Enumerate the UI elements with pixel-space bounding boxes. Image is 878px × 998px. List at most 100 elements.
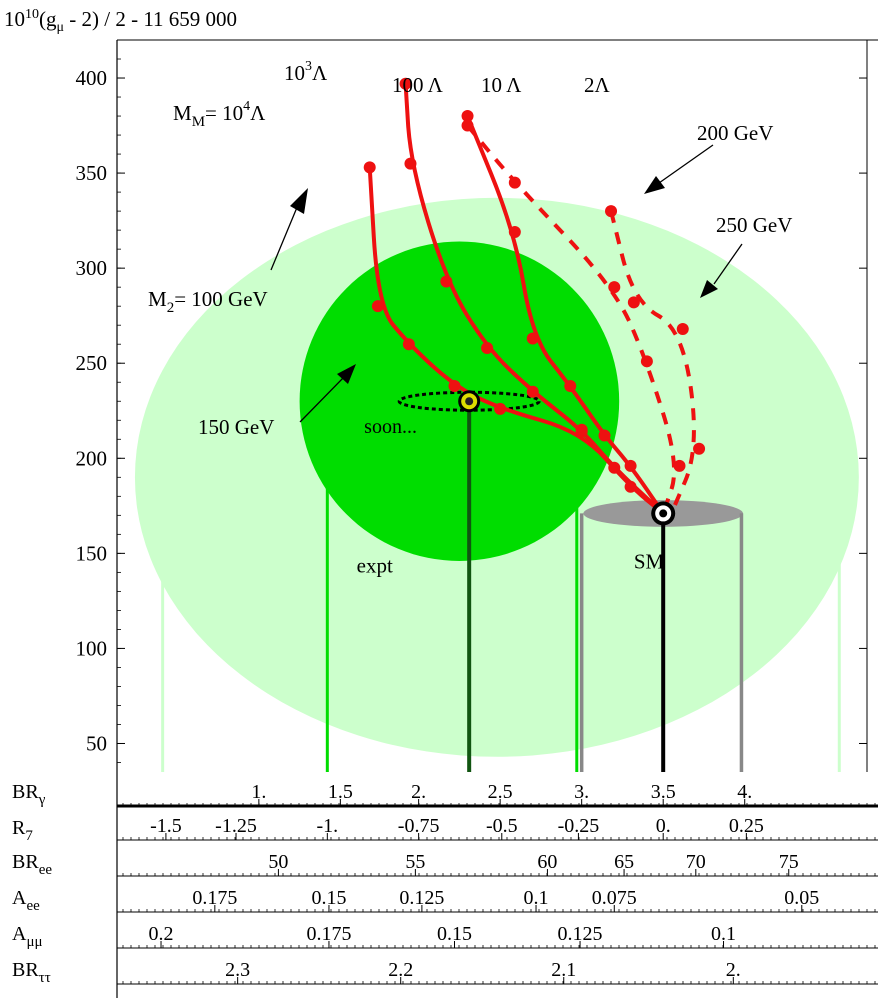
ytick-label-200: 200 — [76, 446, 108, 470]
scale-2-label-5: 75 — [779, 851, 799, 873]
expt-point-dot — [465, 397, 474, 406]
scale-3-label-2: 0.125 — [399, 887, 444, 909]
series-0-point-6 — [624, 480, 637, 493]
series-1-point-6 — [608, 461, 621, 474]
scale-label-0: BRγ — [12, 781, 46, 808]
series-0-point-4 — [494, 402, 507, 415]
scale-1-label-5: -0.25 — [558, 815, 600, 837]
scale-3-label-5: 0.05 — [784, 887, 819, 909]
y-axis: 50 100 150 200 250 300 350 400 — [76, 39, 867, 763]
series-1-point-1 — [404, 157, 417, 170]
series-2-point-0 — [461, 110, 474, 123]
ytick-label-250: 250 — [76, 351, 108, 375]
series-1-point-2 — [440, 275, 453, 288]
scale-0-label-4: 3. — [574, 781, 589, 803]
arrow-100gev — [270, 204, 299, 271]
series-3-point-4 — [673, 459, 686, 472]
label-1000-lambda: 103Λ — [284, 59, 328, 85]
scale-4-label-3: 0.125 — [558, 923, 603, 945]
scale-4-label-4: 0.1 — [711, 923, 736, 945]
label-200gev: 200 GeV — [697, 121, 773, 145]
scale-1-label-4: -0.5 — [486, 815, 518, 837]
series-2-point-4 — [598, 429, 611, 442]
scale-4-label-0: 0.2 — [149, 923, 174, 945]
scale-0-label-0: 1. — [251, 781, 266, 803]
plot-area: soon... expt SM — [134, 77, 859, 772]
arrow-250gev — [713, 243, 743, 285]
series-3-point-0 — [461, 119, 474, 132]
series-2-point-5 — [624, 459, 637, 472]
scale-0-label-6: 4. — [737, 781, 752, 803]
series-4-point-1 — [627, 296, 640, 309]
label-m2-100gev: M2= 100 GeV — [148, 287, 268, 316]
scale-2-label-2: 60 — [537, 851, 557, 873]
scale-4-label-2: 0.15 — [437, 923, 472, 945]
series-1-point-5 — [575, 423, 588, 436]
label-10-lambda: 10 Λ — [481, 73, 522, 97]
mm-label: MM= 104Λ — [173, 99, 266, 130]
label-2-lambda: 2Λ — [584, 73, 611, 97]
sm-label: SM — [634, 550, 665, 574]
label-150gev: 150 GeV — [198, 415, 274, 439]
series-0-point-0 — [363, 161, 376, 174]
scale-0-label-5: 3.5 — [651, 781, 676, 803]
series-1-point-3 — [481, 342, 494, 355]
series-1-point-4 — [526, 385, 539, 398]
scale-5-label-1: 2.2 — [388, 959, 413, 981]
ytick-label-400: 400 — [76, 66, 108, 90]
scale-1-label-0: -1.5 — [150, 815, 182, 837]
annotations: MM= 104Λ 103Λ 100 Λ 10 Λ 2Λ M2= 100 GeV … — [148, 59, 792, 439]
series-0-point-1 — [371, 300, 384, 313]
ytick-label-50: 50 — [86, 731, 107, 755]
series-3-point-3 — [640, 355, 653, 368]
arrow-250gev-head — [700, 280, 718, 298]
series-line-1 — [403, 83, 665, 515]
series-4-point-2 — [676, 322, 689, 335]
series-4-point-0 — [605, 205, 618, 218]
scale-0-label-3: 2.5 — [488, 781, 513, 803]
scale-label-5: BRττ — [12, 959, 51, 986]
label-250gev: 250 GeV — [716, 213, 792, 237]
scale-2-label-1: 55 — [405, 851, 425, 873]
series-0-point-3 — [448, 380, 461, 393]
scale-1-label-3: -0.75 — [398, 815, 440, 837]
chart-title: 1010(gμ - 2) / 2 - 11 659 000 — [4, 7, 237, 35]
series-line-2 — [465, 115, 665, 515]
ytick-label-100: 100 — [76, 636, 108, 660]
series-2-point-3 — [564, 380, 577, 393]
scale-3-label-4: 0.075 — [592, 887, 637, 909]
series-3-point-1 — [508, 176, 521, 189]
scale-5-label-0: 2.3 — [225, 959, 250, 981]
scale-3-label-1: 0.15 — [311, 887, 346, 909]
arrow-100gev-head — [290, 188, 308, 214]
ytick-label-150: 150 — [76, 541, 108, 565]
scale-label-3: Aee — [12, 887, 40, 914]
series-4-point-3 — [693, 442, 706, 455]
scale-5-label-3: 2. — [726, 959, 741, 981]
sm-point-dot — [659, 509, 668, 518]
scale-2-label-3: 65 — [614, 851, 634, 873]
series-line-4 — [609, 210, 696, 515]
scale-label-4: Aμμ — [12, 923, 43, 950]
scale-1-label-1: -1.25 — [215, 815, 257, 837]
ytick-label-300: 300 — [76, 256, 108, 280]
scale-3-label-0: 0.175 — [192, 887, 237, 909]
scale-1-label-7: 0.25 — [729, 815, 764, 837]
scale-0-label-2: 2. — [411, 781, 426, 803]
scale-0-label-1: 1.5 — [328, 781, 353, 803]
scale-2-label-0: 50 — [268, 851, 288, 873]
label-100-lambda: 100 Λ — [392, 73, 444, 97]
scale-1-label-6: 0. — [656, 815, 671, 837]
scale-1-label-2: -1. — [316, 815, 338, 837]
scale-3-label-3: 0.1 — [524, 887, 549, 909]
series-2-point-1 — [508, 226, 521, 239]
arrow-150gev-head — [337, 364, 356, 384]
scale-label-2: BRee — [12, 851, 52, 878]
arrow-150gev — [299, 375, 346, 423]
arrow-200gev — [658, 144, 714, 184]
scale-4-label-1: 0.175 — [306, 923, 351, 945]
soon-label: soon... — [364, 416, 417, 438]
series-1-point-0 — [399, 77, 412, 90]
ytick-label-350: 350 — [76, 161, 108, 185]
